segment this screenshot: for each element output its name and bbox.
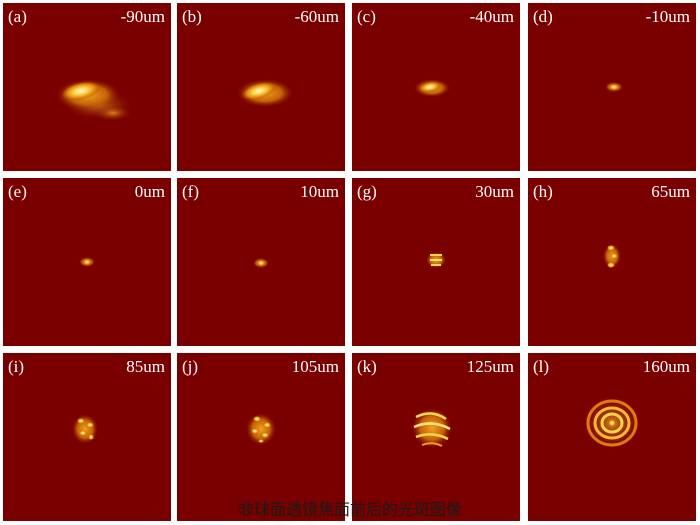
panel-label: (e): [8, 182, 27, 201]
spot-panel-b: (b) -60um: [177, 3, 345, 171]
focus-offset-label: 125um: [466, 357, 514, 376]
spot-panel-i: (i) 85um: [3, 353, 171, 521]
spot-panel-k: (k) 125um: [352, 353, 520, 521]
figure-caption: 非球面透镜焦面前后的光斑图像: [237, 500, 462, 519]
spot-panel-g: (g) 30um: [352, 178, 520, 346]
light-spot-image: [605, 82, 623, 92]
focus-offset-label: 105um: [291, 357, 339, 376]
spot-panel-l: (l) 160um: [528, 353, 696, 521]
focus-offset-label: -60um: [294, 7, 339, 26]
spot-panel-d: (d) -10um: [528, 3, 696, 171]
light-spot-image: [79, 257, 95, 267]
light-spot-image: [414, 79, 450, 97]
light-spot-image: [237, 79, 293, 107]
focus-offset-label: -90um: [120, 7, 165, 26]
focus-offset-label: 10um: [300, 182, 339, 201]
focus-offset-label: -10um: [645, 7, 690, 26]
light-spot-image: [253, 258, 269, 268]
spot-panel-f: (f) 10um: [177, 178, 345, 346]
spot-panel-a: (a) -90um: [3, 3, 171, 171]
spot-panel-e: (e) 0um: [3, 178, 171, 346]
panel-label: (b): [182, 7, 202, 26]
focus-offset-label: 30um: [475, 182, 514, 201]
spot-panel-h: (h) 65um: [528, 178, 696, 346]
focus-offset-label: -40um: [469, 7, 514, 26]
panel-label: (h): [533, 182, 553, 201]
light-spot-image: [72, 414, 98, 444]
focus-offset-label: 85um: [126, 357, 165, 376]
light-spot-image: [246, 413, 276, 445]
panel-label: (k): [357, 357, 377, 376]
light-spot-image: [603, 244, 621, 268]
light-spot-image: [56, 79, 132, 121]
focus-offset-label: 0um: [134, 182, 165, 201]
panel-label: (c): [357, 7, 376, 26]
light-spot-image: [412, 408, 452, 448]
focus-offset-label: 160um: [642, 357, 690, 376]
panel-label: (f): [182, 182, 199, 201]
focus-offset-label: 65um: [651, 182, 690, 201]
panel-label: (g): [357, 182, 377, 201]
light-spot-image: [582, 396, 642, 450]
light-spot-image: [426, 252, 446, 268]
panel-label: (i): [8, 357, 25, 376]
panel-label: (a): [8, 7, 27, 26]
panel-label: (d): [533, 7, 553, 26]
spot-panel-c: (c) -40um: [352, 3, 520, 171]
panel-label: (j): [182, 357, 199, 376]
panel-label: (l): [533, 357, 550, 376]
spot-panel-j: (j) 105um: [177, 353, 345, 521]
